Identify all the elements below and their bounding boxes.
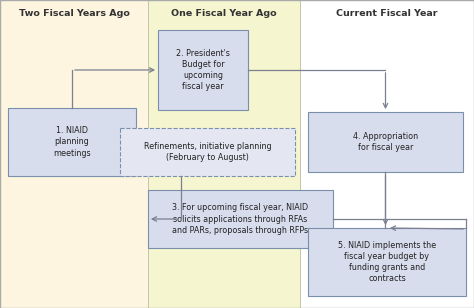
Text: 5. NIAID implements the
fiscal year budget by
funding grants and
contracts: 5. NIAID implements the fiscal year budg… (338, 241, 436, 283)
Bar (148, 190, 333, 248)
Text: Current Fiscal Year: Current Fiscal Year (336, 10, 438, 18)
Text: 1. NIAID
planning
meetings: 1. NIAID planning meetings (53, 126, 91, 158)
Bar (120, 128, 295, 176)
Bar (308, 228, 466, 296)
Text: 3. For upcoming fiscal year, NIAID
solicits applications through RFAs
and PARs, : 3. For upcoming fiscal year, NIAID solic… (173, 203, 309, 235)
Bar (0, 0, 148, 308)
Bar (308, 112, 463, 172)
Text: One Fiscal Year Ago: One Fiscal Year Ago (171, 10, 277, 18)
Bar (8, 108, 136, 176)
Bar (300, 0, 474, 308)
Text: 4. Appropriation
for fiscal year: 4. Appropriation for fiscal year (353, 132, 418, 152)
Text: 2. President's
Budget for
upcoming
fiscal year: 2. President's Budget for upcoming fisca… (176, 49, 230, 91)
Bar (158, 30, 248, 110)
Bar (148, 0, 300, 308)
Text: Refinements, initiative planning
(February to August): Refinements, initiative planning (Februa… (144, 142, 271, 162)
Text: Two Fiscal Years Ago: Two Fiscal Years Ago (18, 10, 129, 18)
